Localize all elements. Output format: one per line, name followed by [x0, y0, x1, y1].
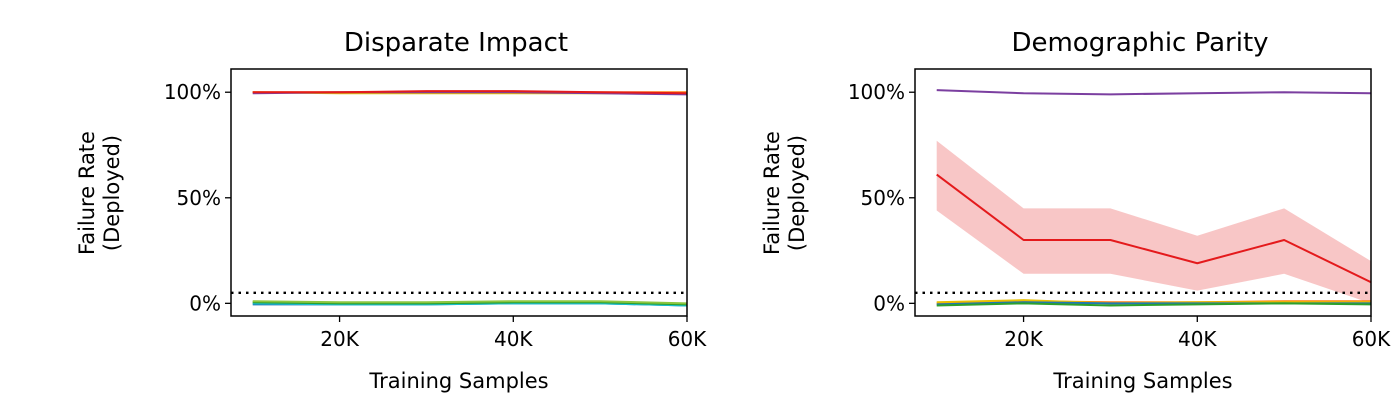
confidence-band — [936, 140, 1371, 304]
plot-frame — [914, 68, 1372, 317]
x-tick-label: 40K — [494, 327, 533, 351]
plot-area — [231, 90, 687, 307]
x-tick-label: 60K — [1352, 327, 1391, 351]
y-tick-label: 0% — [873, 291, 905, 315]
x-tick-label: 40K — [1178, 327, 1217, 351]
series-line — [252, 301, 687, 306]
x-axis-label: Training Samples — [1052, 369, 1232, 393]
series-line — [252, 302, 687, 307]
y-axis-label: Failure Rate (Deployed) — [760, 131, 809, 255]
y-axis-label-line-2: (Deployed) — [785, 135, 809, 251]
x-axis-label: Training Samples — [368, 369, 548, 393]
y-tick-label: 0% — [189, 291, 221, 315]
y-tick-label: 50% — [861, 186, 905, 210]
series-line — [936, 89, 1371, 96]
chart-disparate-impact: Disparate Impact Failure Rate (Deployed)… — [75, 28, 707, 393]
x-tick-label: 60K — [668, 327, 707, 351]
series-line — [252, 300, 687, 305]
plot-area — [915, 89, 1371, 307]
y-axis-label: Failure Rate (Deployed) — [75, 131, 124, 255]
y-tick-label: 50% — [177, 186, 221, 210]
series-line — [936, 173, 1371, 284]
chart-demographic-parity: Demographic Parity Failure Rate (Deploye… — [760, 28, 1391, 393]
series-line — [252, 90, 687, 95]
series-line — [936, 302, 1371, 307]
x-tick-label: 20K — [1004, 327, 1043, 351]
y-tick-label: 100% — [848, 80, 905, 104]
y-axis-label-line-2: (Deployed) — [100, 135, 124, 251]
chart-title: Disparate Impact — [344, 28, 568, 58]
plot-frame — [230, 68, 688, 317]
y-axis-label-line-1: Failure Rate — [760, 131, 784, 255]
y-tick-label: 100% — [164, 80, 221, 104]
chart-title: Demographic Parity — [1011, 28, 1268, 58]
x-tick-label: 20K — [320, 327, 359, 351]
y-axis-label-line-1: Failure Rate — [75, 131, 99, 255]
axis-ticks: 20K 40K 60K 0% 50% 100% — [848, 80, 1391, 351]
axis-ticks: 20K 40K 60K 0% 50% 100% — [164, 80, 707, 351]
